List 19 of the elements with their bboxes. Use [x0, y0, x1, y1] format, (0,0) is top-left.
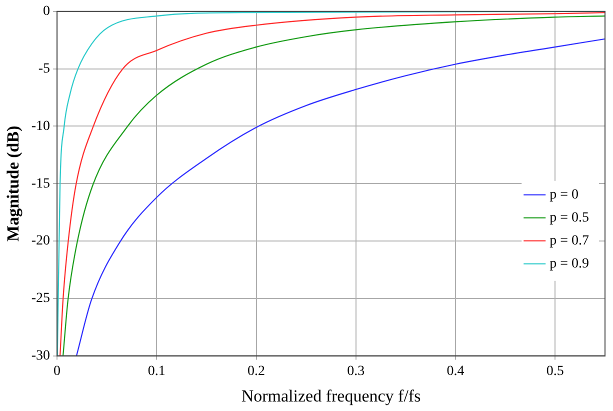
- legend-label: p = 0.9: [550, 256, 590, 272]
- x-axis-title: Normalized frequency f/fs: [241, 386, 421, 406]
- legend-label: p = 0.7: [550, 233, 590, 248]
- x-tick-label: 0.4: [446, 364, 464, 379]
- y-tick-label: -25: [31, 291, 50, 306]
- y-tick-label: -5: [38, 61, 50, 76]
- legend-label: p = 0: [550, 187, 579, 202]
- y-tick-label: -30: [31, 348, 50, 364]
- x-tick-label: 0: [54, 364, 61, 379]
- x-tick-label: 0.3: [347, 364, 365, 379]
- y-tick-label: -20: [31, 234, 50, 249]
- y-tick-label: -15: [31, 176, 50, 192]
- x-tick-label: 0.1: [148, 364, 166, 379]
- x-tick-label: 0.5: [546, 364, 564, 379]
- x-tick-label: 0.2: [248, 364, 266, 379]
- y-tick-label: 0: [43, 4, 50, 20]
- legend-label: p = 0.5: [550, 210, 590, 226]
- y-tick-label: -10: [31, 118, 50, 134]
- y-axis-title: Magnitude (dB): [4, 126, 23, 242]
